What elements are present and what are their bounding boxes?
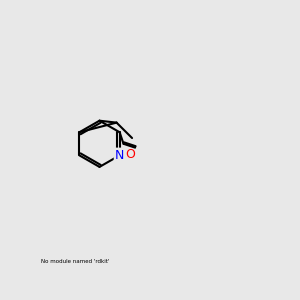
Text: No module named 'rdkit': No module named 'rdkit' <box>41 259 110 264</box>
Text: N: N <box>115 149 124 162</box>
Text: O: O <box>125 148 135 161</box>
